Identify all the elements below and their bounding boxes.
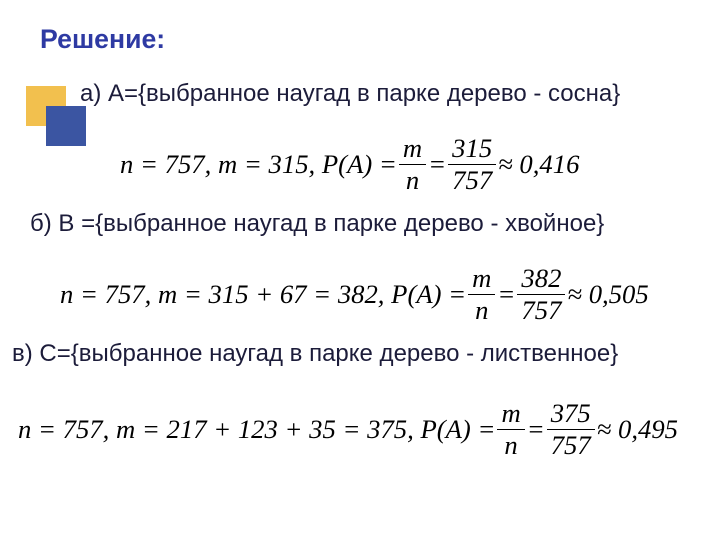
case-c-label: в) С={выбранное наугад в парке дерево - … [12,340,618,368]
case-a-label: а) А={выбранное наугад в парке дерево - … [80,80,620,108]
case-b-formula: n = 757, m = 315 + 67 = 382, P(A) = mn =… [60,265,649,323]
slide: Решение: а) А={выбранное наугад в парке … [0,0,720,540]
slide-title: Решение: [40,24,165,55]
case-c-formula: n = 757, m = 217 + 123 + 35 = 375, P(A) … [18,400,678,458]
deco-rect-blue [46,106,86,146]
case-a-formula: n = 757, m = 315, P(A) = mn = 315757 ≈ 0… [120,135,579,193]
case-b-label: б) В ={выбранное наугад в парке дерево -… [30,210,604,238]
